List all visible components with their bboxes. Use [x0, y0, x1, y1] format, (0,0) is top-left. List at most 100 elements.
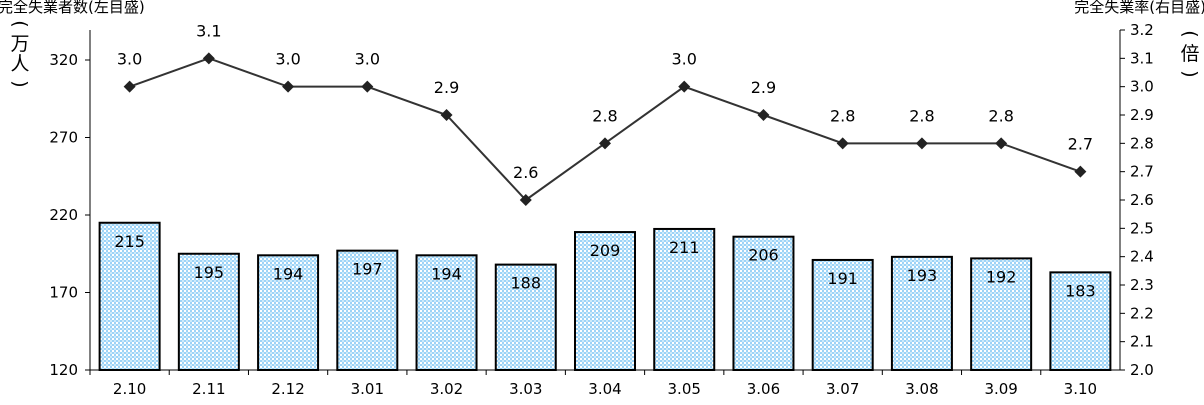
right-tick-label: 3.0 — [1130, 78, 1154, 96]
bar — [732, 235, 795, 371]
x-tick-label: 3.02 — [430, 380, 463, 398]
left-unit-label: ( 万人) — [9, 20, 31, 87]
bar-value-label: 183 — [1065, 281, 1096, 300]
x-tick-label: 3.04 — [588, 380, 621, 398]
bar-value-label: 194 — [273, 264, 304, 283]
x-tick-label: 2.12 — [271, 380, 304, 398]
right-tick-label: 2.9 — [1130, 106, 1154, 124]
left-tick-label: 320 — [49, 51, 78, 69]
right-tick-label: 3.1 — [1130, 49, 1154, 67]
right-tick-label: 3.2 — [1130, 21, 1154, 39]
left-tick-label: 120 — [49, 361, 78, 379]
right-unit-label: ( 倍) — [1179, 30, 1201, 77]
rate-value-label: 3.0 — [117, 50, 142, 69]
rate-marker — [440, 109, 453, 122]
rate-marker — [1074, 165, 1087, 178]
bar — [494, 263, 557, 372]
x-tick-label: 3.06 — [747, 380, 780, 398]
rate-value-label: 3.0 — [672, 50, 697, 69]
rate-value-label: 3.0 — [355, 50, 380, 69]
rate-value-label: 2.9 — [751, 78, 776, 97]
bar — [257, 254, 320, 371]
x-tick-label: 3.08 — [905, 380, 938, 398]
right-tick-label: 2.2 — [1130, 304, 1154, 322]
rate-marker — [757, 109, 770, 122]
bar-value-label: 191 — [827, 269, 858, 288]
bar-value-label: 209 — [590, 241, 621, 260]
x-tick-label: 3.10 — [1064, 380, 1097, 398]
right-tick-label: 2.3 — [1130, 276, 1154, 294]
rate-value-label: 2.7 — [1068, 135, 1093, 154]
rate-value-label: 2.8 — [909, 106, 934, 125]
bar — [98, 221, 161, 371]
x-tick-label: 3.03 — [509, 380, 542, 398]
right-tick-label: 2.1 — [1130, 333, 1154, 351]
svg-text:倍: 倍 — [1180, 43, 1199, 65]
rate-value-label: 2.9 — [434, 78, 459, 97]
rate-value-label: 2.8 — [592, 106, 617, 125]
left-tick-label: 170 — [49, 284, 78, 302]
bar — [653, 227, 716, 371]
rate-marker — [599, 137, 611, 150]
rate-value-label: 2.8 — [830, 106, 855, 125]
right-tick-label: 2.4 — [1130, 248, 1154, 266]
right-tick-label: 2.6 — [1130, 191, 1154, 209]
bar — [574, 231, 636, 371]
bar — [970, 257, 1033, 371]
line-series — [123, 52, 1087, 207]
bar-value-label: 192 — [986, 267, 1017, 286]
rate-value-label: 2.8 — [988, 106, 1013, 125]
bar — [890, 255, 953, 372]
svg-text:万: 万 — [10, 33, 29, 55]
rate-marker — [123, 80, 136, 93]
left-tick-label: 270 — [49, 129, 78, 147]
rate-line — [129, 57, 1081, 202]
labels: 215 195 194 197 194 188 209 211 206 191 193 192 183 3… — [114, 21, 1095, 300]
x-tick-label: 2.10 — [113, 380, 146, 398]
svg-text:): ) — [9, 80, 31, 87]
svg-text:(: ( — [9, 20, 31, 27]
axes: 1201702202703202.02.12.22.32.42.52.62.72… — [9, 20, 1201, 398]
x-tick-label: 3.09 — [984, 380, 1017, 398]
bar-value-label: 195 — [194, 263, 225, 282]
x-tick-label: 3.01 — [351, 380, 384, 398]
right-axis-caption: 完全失業率(右目盛) — [1074, 0, 1204, 16]
svg-text:): ) — [1179, 70, 1201, 77]
rate-marker — [519, 194, 532, 207]
bar-value-label: 193 — [907, 266, 938, 285]
x-tick-label: 2.11 — [192, 380, 225, 398]
right-tick-label: 2.7 — [1130, 163, 1154, 181]
bar — [811, 258, 874, 372]
right-tick-label: 2.0 — [1130, 361, 1154, 379]
bar-value-label: 211 — [669, 238, 700, 257]
rate-marker — [915, 137, 928, 150]
bar — [177, 252, 240, 371]
bar-value-label: 215 — [114, 232, 145, 251]
svg-text:人: 人 — [10, 53, 29, 75]
rate-marker — [282, 80, 295, 93]
bar-value-label: 197 — [352, 260, 383, 279]
bar — [336, 249, 399, 371]
bar — [415, 254, 478, 371]
left-axis-caption: 完全失業者数(左目盛) — [0, 0, 145, 16]
rate-marker — [995, 137, 1008, 150]
x-tick-label: 3.07 — [826, 380, 859, 398]
right-tick-label: 2.5 — [1130, 219, 1154, 237]
rate-marker — [836, 137, 849, 150]
x-tick-label: 3.05 — [668, 380, 701, 398]
rate-marker — [202, 52, 215, 65]
rate-value-label: 3.1 — [196, 21, 221, 40]
bars — [98, 221, 1112, 372]
left-tick-label: 220 — [49, 206, 78, 224]
rate-marker — [361, 80, 374, 93]
right-tick-label: 2.8 — [1130, 134, 1154, 152]
bar-value-label: 194 — [431, 264, 462, 283]
bar — [1049, 271, 1112, 372]
bar-value-label: 206 — [748, 246, 779, 265]
rate-marker — [678, 80, 691, 93]
rate-value-label: 3.0 — [275, 50, 300, 69]
svg-text:(: ( — [1179, 30, 1201, 37]
rate-value-label: 2.6 — [513, 163, 538, 182]
bar-value-label: 188 — [510, 274, 541, 293]
